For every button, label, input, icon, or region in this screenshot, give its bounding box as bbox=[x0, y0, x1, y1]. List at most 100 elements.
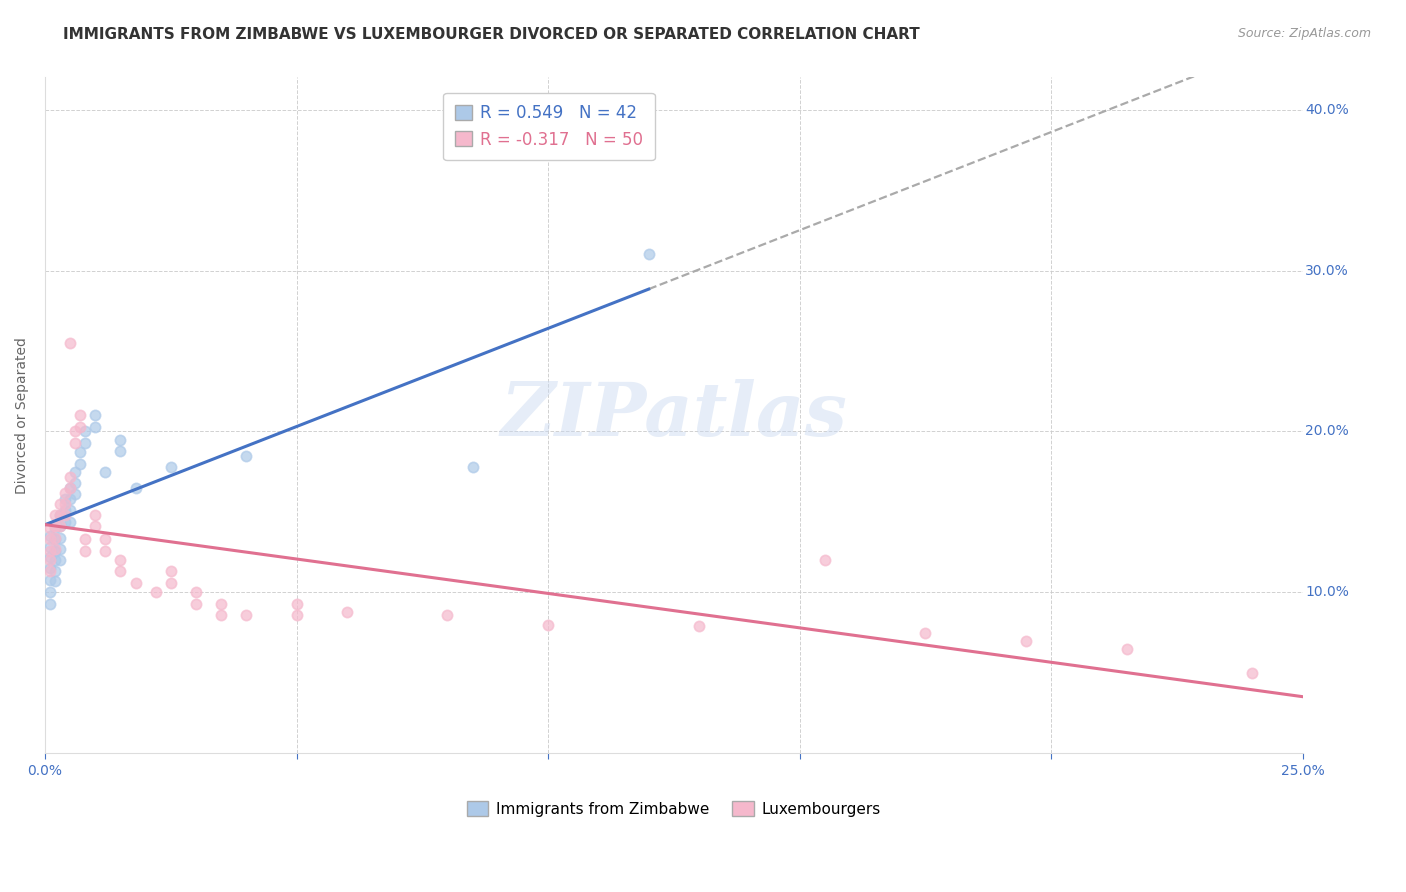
Point bbox=[63, 475, 86, 490]
Point bbox=[688, 619, 710, 633]
Point bbox=[537, 617, 560, 632]
Point bbox=[53, 485, 76, 500]
Point bbox=[110, 565, 132, 579]
Point bbox=[49, 553, 72, 567]
Text: IMMIGRANTS FROM ZIMBABWE VS LUXEMBOURGER DIVORCED OR SEPARATED CORRELATION CHART: IMMIGRANTS FROM ZIMBABWE VS LUXEMBOURGER… bbox=[63, 27, 920, 42]
Point bbox=[1241, 665, 1264, 680]
Text: 20.0%: 20.0% bbox=[1305, 425, 1348, 439]
Point bbox=[336, 605, 359, 619]
Legend: Immigrants from Zimbabwe, Luxembourgers: Immigrants from Zimbabwe, Luxembourgers bbox=[461, 795, 887, 823]
Point bbox=[39, 597, 62, 611]
Point bbox=[63, 487, 86, 501]
Point bbox=[49, 541, 72, 556]
Point bbox=[84, 519, 107, 533]
Point bbox=[44, 574, 66, 588]
Point bbox=[124, 575, 146, 590]
Point bbox=[59, 481, 82, 495]
Point bbox=[39, 529, 62, 543]
Point bbox=[53, 503, 76, 517]
Point bbox=[94, 465, 117, 479]
Point bbox=[69, 445, 91, 459]
Point bbox=[63, 435, 86, 450]
Point bbox=[39, 565, 62, 579]
Point bbox=[63, 425, 86, 439]
Point bbox=[59, 491, 82, 506]
Point bbox=[285, 607, 308, 622]
Point bbox=[49, 519, 72, 533]
Point bbox=[49, 508, 72, 523]
Point bbox=[39, 533, 62, 547]
Point bbox=[44, 533, 66, 547]
Point bbox=[110, 553, 132, 567]
Point bbox=[75, 425, 97, 439]
Point bbox=[84, 419, 107, 434]
Point bbox=[637, 247, 659, 261]
Text: 30.0%: 30.0% bbox=[1305, 263, 1348, 277]
Point bbox=[94, 533, 117, 547]
Point bbox=[39, 553, 62, 567]
Point bbox=[145, 585, 167, 599]
Point bbox=[159, 565, 181, 579]
Point bbox=[44, 541, 66, 556]
Point bbox=[814, 553, 837, 567]
Point bbox=[75, 543, 97, 558]
Point bbox=[461, 459, 484, 474]
Point bbox=[44, 508, 66, 523]
Point bbox=[285, 597, 308, 611]
Point bbox=[39, 561, 62, 575]
Point bbox=[59, 469, 82, 483]
Point bbox=[53, 508, 76, 523]
Point bbox=[44, 521, 66, 535]
Point bbox=[44, 531, 66, 545]
Point bbox=[39, 585, 62, 599]
Point bbox=[39, 541, 62, 555]
Point bbox=[44, 565, 66, 579]
Point bbox=[59, 481, 82, 495]
Point bbox=[53, 515, 76, 529]
Point bbox=[94, 543, 117, 558]
Point bbox=[59, 503, 82, 517]
Point bbox=[84, 409, 107, 423]
Point bbox=[39, 543, 62, 558]
Point bbox=[110, 433, 132, 447]
Point bbox=[914, 625, 936, 640]
Point bbox=[39, 549, 62, 564]
Point bbox=[44, 543, 66, 558]
Point bbox=[235, 449, 257, 463]
Point bbox=[59, 335, 82, 350]
Text: 10.0%: 10.0% bbox=[1305, 585, 1350, 599]
Point bbox=[1115, 641, 1137, 656]
Point bbox=[49, 519, 72, 533]
Point bbox=[49, 497, 72, 511]
Point bbox=[436, 607, 458, 622]
Y-axis label: Divorced or Separated: Divorced or Separated bbox=[15, 337, 30, 494]
Point bbox=[53, 497, 76, 511]
Point bbox=[69, 409, 91, 423]
Point bbox=[75, 435, 97, 450]
Point bbox=[69, 419, 91, 434]
Point bbox=[84, 508, 107, 523]
Point bbox=[44, 553, 66, 567]
Point bbox=[209, 597, 232, 611]
Point bbox=[49, 531, 72, 545]
Point bbox=[184, 585, 207, 599]
Point bbox=[124, 481, 146, 495]
Point bbox=[49, 508, 72, 523]
Point bbox=[209, 607, 232, 622]
Text: ZIPatlas: ZIPatlas bbox=[501, 379, 848, 451]
Text: 40.0%: 40.0% bbox=[1305, 103, 1348, 117]
Point bbox=[110, 443, 132, 458]
Point bbox=[39, 521, 62, 535]
Point bbox=[75, 533, 97, 547]
Point bbox=[59, 515, 82, 529]
Point bbox=[159, 575, 181, 590]
Point bbox=[184, 597, 207, 611]
Point bbox=[53, 491, 76, 506]
Point bbox=[159, 459, 181, 474]
Point bbox=[44, 519, 66, 533]
Point bbox=[69, 457, 91, 471]
Point bbox=[63, 465, 86, 479]
Point bbox=[1015, 633, 1038, 648]
Point bbox=[235, 607, 257, 622]
Text: Source: ZipAtlas.com: Source: ZipAtlas.com bbox=[1237, 27, 1371, 40]
